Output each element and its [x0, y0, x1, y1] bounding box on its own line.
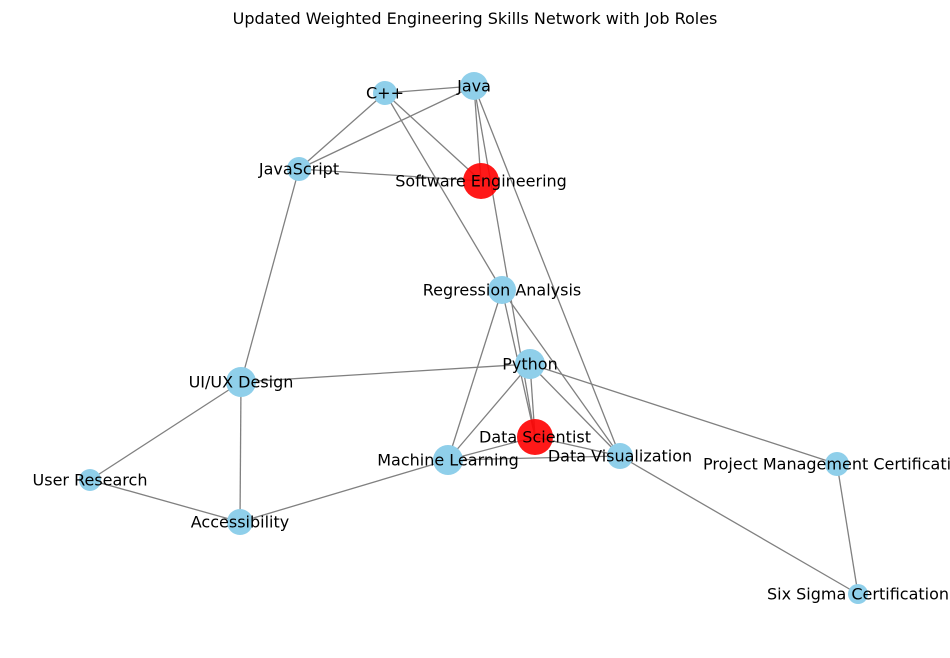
edge-project_management-six_sigma [836, 463, 859, 595]
nodes-layer [79, 72, 868, 604]
edge-cpp-regression_analysis [384, 92, 503, 291]
node-label-javascript: JavaScript [258, 160, 339, 179]
node-label-six-sigma: Six Sigma Certification [767, 585, 949, 604]
node-project-management [825, 452, 849, 476]
node-label-regression-analysis: Regression Analysis [423, 281, 582, 300]
node-label-ui-ux-design: UI/UX Design [189, 373, 294, 392]
node-machine-learning [433, 445, 463, 475]
node-data-visualization [607, 443, 633, 469]
edges-layer [89, 85, 859, 595]
edge-javascript-ui_ux_design [240, 168, 300, 383]
edge-regression_analysis-data_visualization [501, 289, 621, 457]
edge-cpp-javascript [298, 92, 386, 170]
node-label-cpp: C++ [366, 84, 404, 103]
node-label-software-engineering: Software Engineering [395, 172, 567, 191]
edge-machine_learning-accessibility [239, 459, 449, 523]
node-label-machine-learning: Machine Learning [377, 451, 519, 470]
edge-regression_analysis-machine_learning [447, 289, 503, 461]
edge-data_visualization-six_sigma [619, 455, 859, 595]
node-label-java: Java [456, 77, 491, 96]
node-cpp [373, 81, 397, 105]
node-accessibility [227, 509, 253, 535]
node-javascript [287, 157, 311, 181]
edge-ui_ux_design-user_research [89, 381, 242, 481]
edge-java-data_scientist [473, 85, 536, 438]
node-label-user-research: User Research [33, 471, 148, 490]
edge-java-javascript [298, 85, 475, 170]
edge-python-data_visualization [529, 363, 621, 457]
labels-layer: C++ Java JavaScript Software Engineering Reg… [33, 77, 950, 604]
edge-python-project_management [529, 363, 838, 465]
node-six-sigma [848, 584, 868, 604]
edge-cpp-java [384, 85, 475, 94]
chart-title: Updated Weighted Engineering Skills Netw… [233, 9, 718, 28]
node-java [460, 72, 488, 100]
edge-python-ui_ux_design [240, 363, 531, 383]
edge-javascript-software_engineering [298, 168, 482, 182]
node-label-project-management: Project Management Certification [703, 455, 950, 474]
node-label-python: Python [502, 355, 557, 374]
node-data-scientist [517, 419, 553, 455]
node-ui-ux-design [226, 367, 256, 397]
node-label-data-visualization: Data Visualization [548, 447, 692, 466]
edge-python-machine_learning [447, 363, 531, 461]
node-python [515, 349, 545, 379]
edge-user_research-accessibility [89, 479, 241, 523]
node-software-engineering [463, 163, 499, 199]
edge-java-data_visualization [473, 85, 621, 457]
edge-ui_ux_design-accessibility [239, 381, 242, 523]
node-regression-analysis [488, 276, 516, 304]
edge-machine_learning-data_visualization [447, 455, 621, 461]
node-label-accessibility: Accessibility [191, 513, 289, 532]
node-user-research [79, 469, 101, 491]
edge-cpp-software_engineering [384, 92, 482, 182]
node-label-data-scientist: Data Scientist [479, 428, 591, 447]
